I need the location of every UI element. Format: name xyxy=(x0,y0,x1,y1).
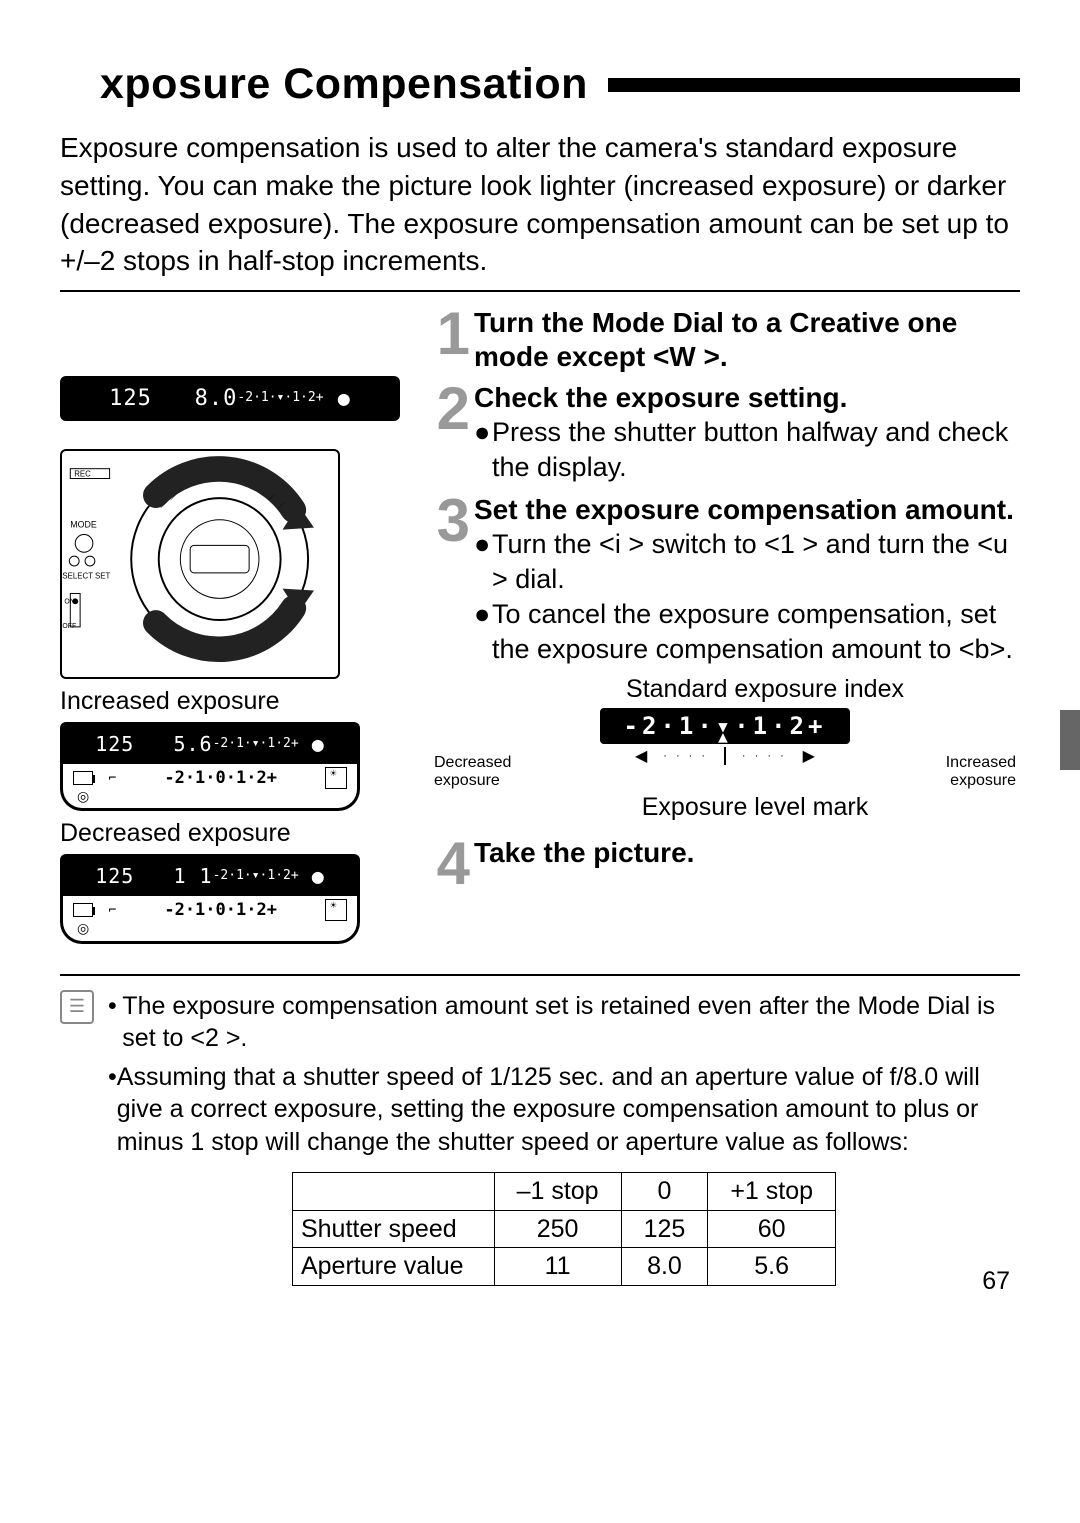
step-number: 1 xyxy=(430,308,470,373)
step-1-title: Turn the Mode Dial to a Creative one mod… xyxy=(474,306,1020,373)
step-3-bullet-2: To cancel the exposure compensation, set… xyxy=(492,597,1020,667)
increased-exposure-side-label: Increasedexposure xyxy=(896,708,1016,789)
note-box: ☰ •The exposure compensation amount set … xyxy=(60,974,1020,1286)
iso-flash-icon xyxy=(325,767,347,789)
page-number: 67 xyxy=(982,1267,1010,1296)
av-0: 8.0 xyxy=(621,1248,708,1286)
viewfinder-strip-3: 125 1 1-2·1·▾·1·2+ ● xyxy=(60,854,360,898)
ss-p1: 60 xyxy=(708,1210,836,1248)
step-1: 1 Turn the Mode Dial to a Creative one m… xyxy=(430,306,1020,373)
av-m1: 11 xyxy=(494,1248,621,1286)
vf1-ss: 125 xyxy=(109,386,152,411)
decreased-exposure-side-label: Decreasedexposure xyxy=(434,708,554,789)
page-title: xposure Compensation xyxy=(60,60,588,109)
vf3-ap: 1 1 xyxy=(173,864,212,888)
step-2-bullet-1: Press the shutter button halfway and che… xyxy=(492,415,1020,485)
left-arrow-icon: ◀ xyxy=(635,746,647,766)
iso-flash-icon xyxy=(325,899,347,921)
step-number: 3 xyxy=(430,495,470,667)
svg-text:OFF: OFF xyxy=(62,623,76,630)
step-number: 4 xyxy=(430,838,470,889)
th-minus1: –1 stop xyxy=(494,1173,621,1211)
step-2: 2 Check the exposure setting. ●Press the… xyxy=(430,381,1020,485)
vf3-scale: -2·1·▾·1·2+ xyxy=(213,868,299,883)
camera-back-illustration: REC MODE SELECT SET xyxy=(60,449,340,679)
ss-0: 125 xyxy=(621,1210,708,1248)
vf2-ap: 5.6 xyxy=(173,732,212,756)
th-blank xyxy=(292,1173,494,1211)
svg-text:ON: ON xyxy=(64,598,74,605)
ss-m1: 250 xyxy=(494,1210,621,1248)
th-zero: 0 xyxy=(621,1173,708,1211)
intro-text: Exposure compensation is used to alter t… xyxy=(60,129,1020,280)
step-3-title: Set the exposure compensation amount. xyxy=(474,493,1020,527)
av-p1: 5.6 xyxy=(708,1248,836,1286)
divider xyxy=(60,290,1020,292)
index-strip: -2·1·▾·1·2+ ▲ xyxy=(600,708,850,744)
row-av-label: Aperture value xyxy=(292,1248,494,1286)
step-3: 3 Set the exposure compensation amount. … xyxy=(430,493,1020,667)
title-row: xposure Compensation xyxy=(60,60,1020,109)
battery-icon xyxy=(73,771,93,785)
svg-text:SELECT SET: SELECT SET xyxy=(62,572,110,581)
step-3-bullet-1: Turn the <i > switch to <1 > and turn th… xyxy=(492,527,1020,597)
note-1: The exposure compensation amount set is … xyxy=(122,990,1020,1055)
focus-dot-icon: ● xyxy=(312,732,325,756)
row-ss-label: Shutter speed xyxy=(292,1210,494,1248)
edge-tab xyxy=(1060,710,1080,770)
vf3-ss: 125 xyxy=(95,864,134,888)
step-2-title: Check the exposure setting. xyxy=(474,381,1020,415)
note-icon: ☰ xyxy=(60,990,94,1024)
vf2-ss: 125 xyxy=(95,732,134,756)
decreased-exposure-label: Decreased exposure xyxy=(60,819,420,848)
title-bar xyxy=(608,78,1020,92)
svg-text:REC: REC xyxy=(74,470,91,479)
th-plus1: +1 stop xyxy=(708,1173,836,1211)
viewfinder-strip-1: 125 8.0-2·1·▾·1·2+ ● xyxy=(60,376,400,421)
step-4: 4 Take the picture. xyxy=(430,836,1020,889)
std-exposure-index-label: Standard exposure index xyxy=(434,675,1016,704)
viewfinder-strip-2: 125 5.6-2·1·▾·1·2+ ● xyxy=(60,722,360,766)
svg-text:MODE: MODE xyxy=(70,520,97,530)
vf2-scale: -2·1·▾·1·2+ xyxy=(213,736,299,751)
lcd-scale: -2·1·0·1·2+ xyxy=(164,900,277,920)
lcd-panel-increased: ⌐ -2·1·0·1·2+ ◎ xyxy=(60,764,360,811)
vf1-ap: 8.0 xyxy=(195,386,238,411)
note-2: Assuming that a shutter speed of 1/125 s… xyxy=(117,1061,1020,1159)
step-number: 2 xyxy=(430,383,470,485)
right-arrow-icon: ▶ xyxy=(803,746,815,766)
focus-dot-icon: ● xyxy=(338,386,351,410)
exposure-index-diagram: Standard exposure index Decreasedexposur… xyxy=(430,675,1020,822)
increased-exposure-label: Increased exposure xyxy=(60,687,420,716)
exposure-table: –1 stop 0 +1 stop Shutter speed 250 125 … xyxy=(292,1172,836,1286)
battery-icon xyxy=(73,903,93,917)
lcd-scale: -2·1·0·1·2+ xyxy=(164,768,277,788)
vf1-scale: -2·1·▾·1·2+ xyxy=(237,390,323,405)
lcd-panel-decreased: ⌐ -2·1·0·1·2+ ◎ xyxy=(60,896,360,943)
step-4-title: Take the picture. xyxy=(474,836,1020,870)
focus-dot-icon: ● xyxy=(312,864,325,888)
exposure-level-mark-label: Exposure level mark xyxy=(434,793,1016,822)
